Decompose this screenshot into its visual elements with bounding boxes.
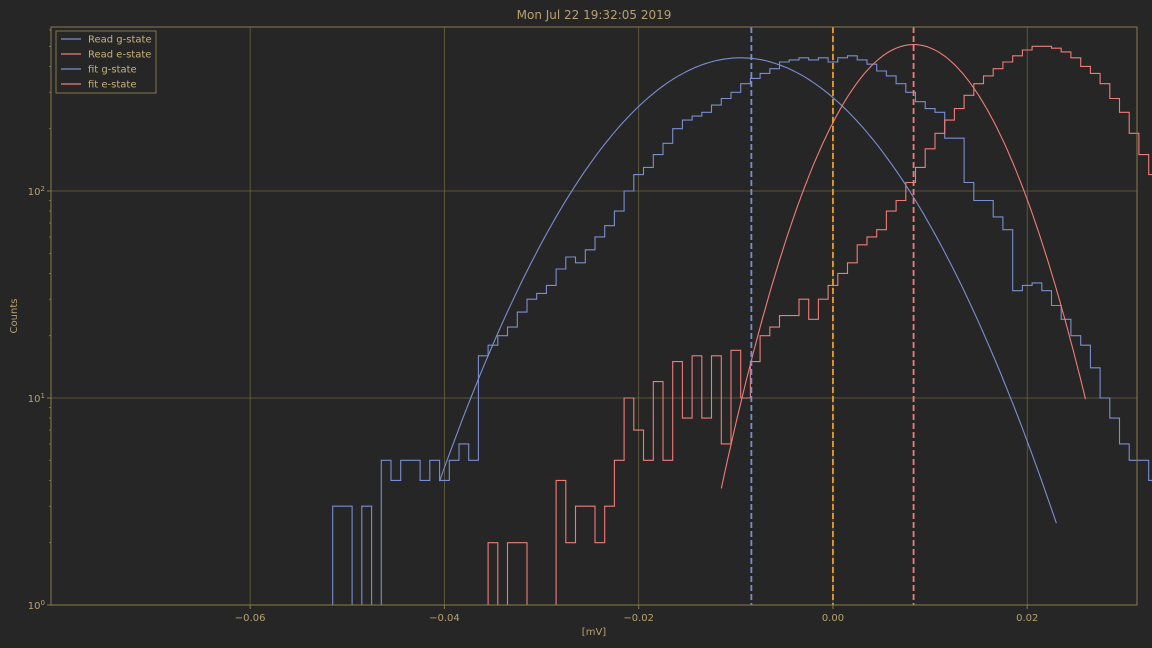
legend-label: Read g-state <box>88 35 152 46</box>
x-axis-label: [mV] <box>582 627 606 638</box>
legend-box <box>55 30 157 94</box>
legend-label: fit e-state <box>88 80 137 91</box>
x-tick-label: 0.02 <box>1016 613 1038 624</box>
fit-g-state-line <box>439 57 1057 524</box>
chart-title: Mon Jul 22 19:32:05 2019 <box>517 8 672 22</box>
x-tick-label: 0.00 <box>822 613 844 624</box>
read-e-state-line <box>487 45 1152 606</box>
x-tick-label: −0.02 <box>623 613 654 624</box>
y-tick-label: 101 <box>28 392 45 405</box>
plot-area <box>332 44 1152 606</box>
legend: Read g-state Read e-state fit g-state fit e… <box>55 30 157 94</box>
x-tick-label: −0.04 <box>429 613 460 624</box>
ticks: −0.06 −0.04 −0.02 0.00 0.02 100 101 102 <box>28 29 1038 624</box>
y-tick-label: 100 <box>28 599 45 612</box>
y-axis-label: Counts <box>9 299 20 334</box>
reference-lines <box>750 27 915 605</box>
legend-label: fit g-state <box>88 65 137 76</box>
axes-frame <box>50 26 1138 606</box>
fit-e-state-line <box>720 44 1087 489</box>
x-tick-label: −0.06 <box>235 613 266 624</box>
y-tick-label: 102 <box>28 185 45 198</box>
read-g-state-line <box>332 55 1152 606</box>
legend-label: Read e-state <box>88 50 151 61</box>
